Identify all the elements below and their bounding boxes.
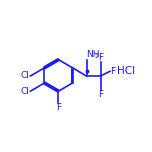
Text: 2: 2 (95, 54, 99, 59)
Text: F: F (110, 67, 116, 76)
Text: NH: NH (86, 50, 99, 59)
Text: Cl: Cl (21, 71, 30, 81)
Text: HCl: HCl (117, 66, 135, 76)
Text: F: F (56, 103, 61, 112)
Text: Cl: Cl (21, 87, 30, 96)
Text: F: F (98, 90, 103, 100)
Text: F: F (98, 52, 103, 62)
